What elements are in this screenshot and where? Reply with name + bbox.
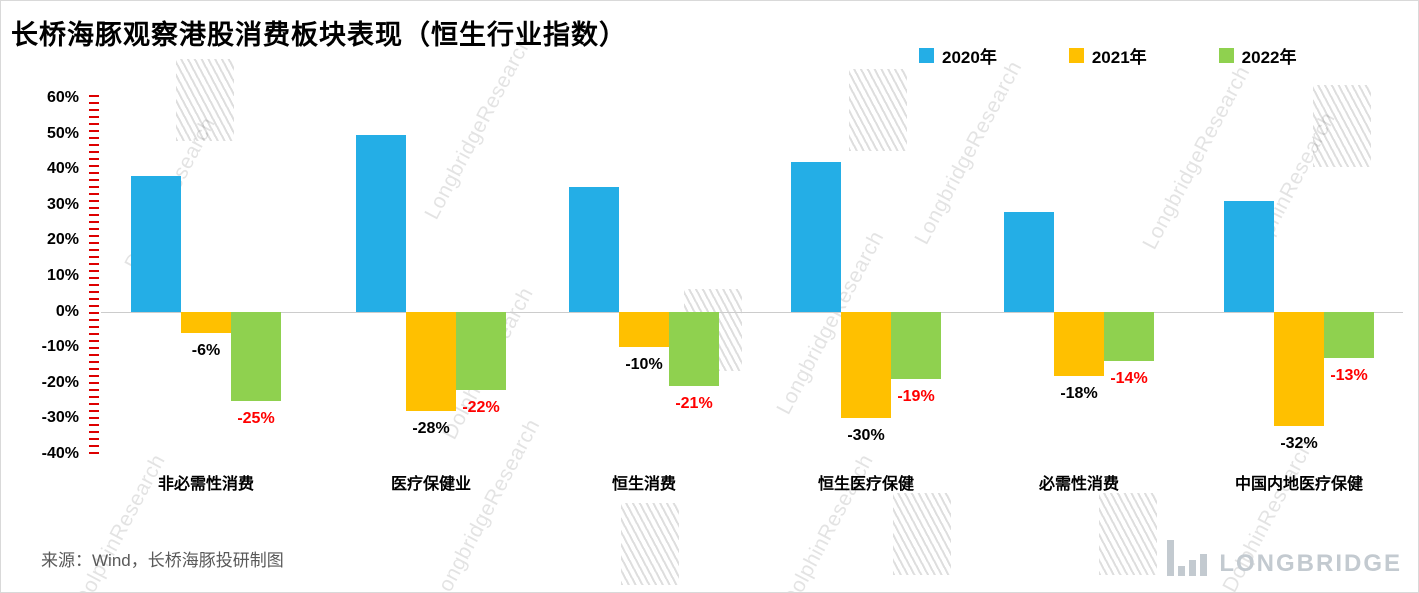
legend-swatch-0 xyxy=(919,48,934,63)
y-tick-2: 40% xyxy=(46,160,79,178)
y-tick-1: 50% xyxy=(46,124,79,142)
legend-swatch-1 xyxy=(1068,48,1084,63)
bar-label-s2-c4: -14% xyxy=(1110,370,1148,388)
category-label-2: 恒生消费 xyxy=(611,476,676,493)
bar-s0-c3 xyxy=(791,162,841,312)
bar-s1-c2 xyxy=(619,311,669,348)
bar-s1-c3 xyxy=(841,311,891,419)
legend-label-0: 2020年 xyxy=(942,48,997,67)
y-tick-6: 0% xyxy=(55,302,79,320)
bar-label-s1-c1: -28% xyxy=(412,420,450,438)
category-label-3: 恒生医疗保健 xyxy=(817,476,914,493)
bar-s0-c4 xyxy=(1004,211,1054,312)
bar-label-s1-c0: -6% xyxy=(191,341,221,359)
longbridge-logo-text: LONGBRIDGE xyxy=(1219,550,1402,577)
watermark-hatch-6 xyxy=(621,503,679,585)
legend-label-1: 2021年 xyxy=(1091,48,1147,67)
bar-s0-c5 xyxy=(1224,201,1274,312)
y-tick-3: 30% xyxy=(46,195,79,213)
bar-s1-c0 xyxy=(181,311,231,333)
longbridge-logo: LONGBRIDGE xyxy=(1167,540,1402,576)
category-label-1: 医疗保健业 xyxy=(390,476,471,493)
legend-item-0: 2020年 xyxy=(919,43,997,68)
source-text: 来源：Wind，长桥海豚投研制图 xyxy=(41,551,284,570)
bar-s2-c4 xyxy=(1104,311,1154,362)
bar-s0-c0 xyxy=(131,176,181,312)
bar-s2-c5 xyxy=(1324,311,1374,358)
bar-s0-c2 xyxy=(569,187,619,312)
bar-s2-c1 xyxy=(456,311,506,390)
y-tick-8: -20% xyxy=(41,373,79,391)
longbridge-logo-icon xyxy=(1167,540,1208,576)
bar-s2-c3 xyxy=(891,311,941,380)
bar-label-s1-c4: -18% xyxy=(1060,384,1098,402)
bar-s1-c1 xyxy=(406,311,456,412)
bar-s2-c2 xyxy=(669,311,719,387)
legend-item-1: 2021年 xyxy=(1068,43,1147,68)
bar-label-s2-c5: -13% xyxy=(1330,366,1368,384)
bar-s1-c4 xyxy=(1054,311,1104,376)
bar-label-s1-c5: -32% xyxy=(1280,434,1318,452)
bar-label-s2-c3: -19% xyxy=(897,388,935,406)
bar-label-s1-c3: -30% xyxy=(847,427,885,445)
bar-label-s2-c0: -25% xyxy=(237,409,275,427)
y-tick-10: -40% xyxy=(41,445,79,462)
plot-area: -6% -25% 非必需性消费 -28% -22% 医疗保健业 -10% -21% 恒生消费 -3… xyxy=(111,98,1403,493)
category-label-4: 必需性消费 xyxy=(1038,476,1119,493)
y-axis-line xyxy=(89,95,99,457)
legend-label-2: 2022年 xyxy=(1241,48,1297,67)
legend: 2020年 2021年 2022年 xyxy=(919,43,1296,68)
zero-gridline xyxy=(101,312,1403,313)
legend-swatch-2 xyxy=(1218,48,1234,63)
legend-item-2: 2022年 xyxy=(1218,43,1297,68)
chart-title: 长桥海豚观察港股消费板块表现（恒生行业指数） xyxy=(11,20,627,50)
y-tick-9: -30% xyxy=(41,409,79,427)
bar-s1-c5 xyxy=(1274,311,1324,426)
y-tick-4: 20% xyxy=(46,231,79,249)
watermark-hatch-4 xyxy=(893,493,951,575)
y-tick-5: 10% xyxy=(46,267,79,284)
bar-label-s2-c1: -22% xyxy=(462,398,500,416)
category-label-5: 中国内地医疗保健 xyxy=(1234,476,1363,493)
bar-s2-c0 xyxy=(231,311,281,401)
category-label-0: 非必需性消费 xyxy=(157,476,254,493)
bar-s0-c1 xyxy=(356,135,406,312)
watermark-hatch-5 xyxy=(1099,493,1157,575)
y-tick-0: 60% xyxy=(46,89,79,106)
bar-label-s1-c2: -10% xyxy=(625,356,663,374)
y-tick-7: -10% xyxy=(41,338,79,356)
bar-label-s2-c2: -21% xyxy=(675,395,713,413)
